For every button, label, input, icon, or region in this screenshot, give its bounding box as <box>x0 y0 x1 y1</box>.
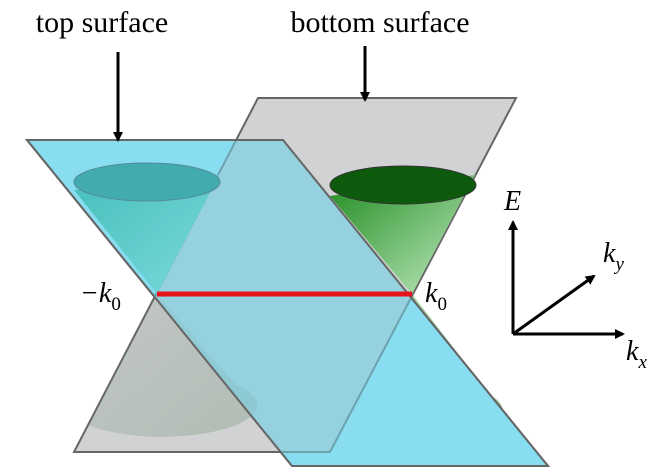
point-label-sub: 0 <box>437 294 447 315</box>
axis-label-base: k <box>626 336 639 367</box>
axis-label-base: k <box>603 238 616 269</box>
cone <box>330 175 475 294</box>
axis-label: E <box>503 186 521 217</box>
point-label-base: −k <box>80 278 112 309</box>
axis-label-sub: x <box>637 352 647 373</box>
top-surface-overlay <box>24 139 551 467</box>
point-label-sub: 0 <box>111 294 121 315</box>
axis-label: kx <box>626 336 647 373</box>
cone-top <box>329 165 477 205</box>
axis-label: ky <box>603 238 624 275</box>
label: top surface <box>36 6 168 39</box>
point-label-base: k <box>425 278 438 309</box>
point-label: −k0 <box>80 278 121 315</box>
axis-label-sub: y <box>613 254 624 275</box>
label: bottom surface <box>290 6 469 39</box>
axis-arrow <box>512 274 596 336</box>
point-label: k0 <box>425 278 447 315</box>
